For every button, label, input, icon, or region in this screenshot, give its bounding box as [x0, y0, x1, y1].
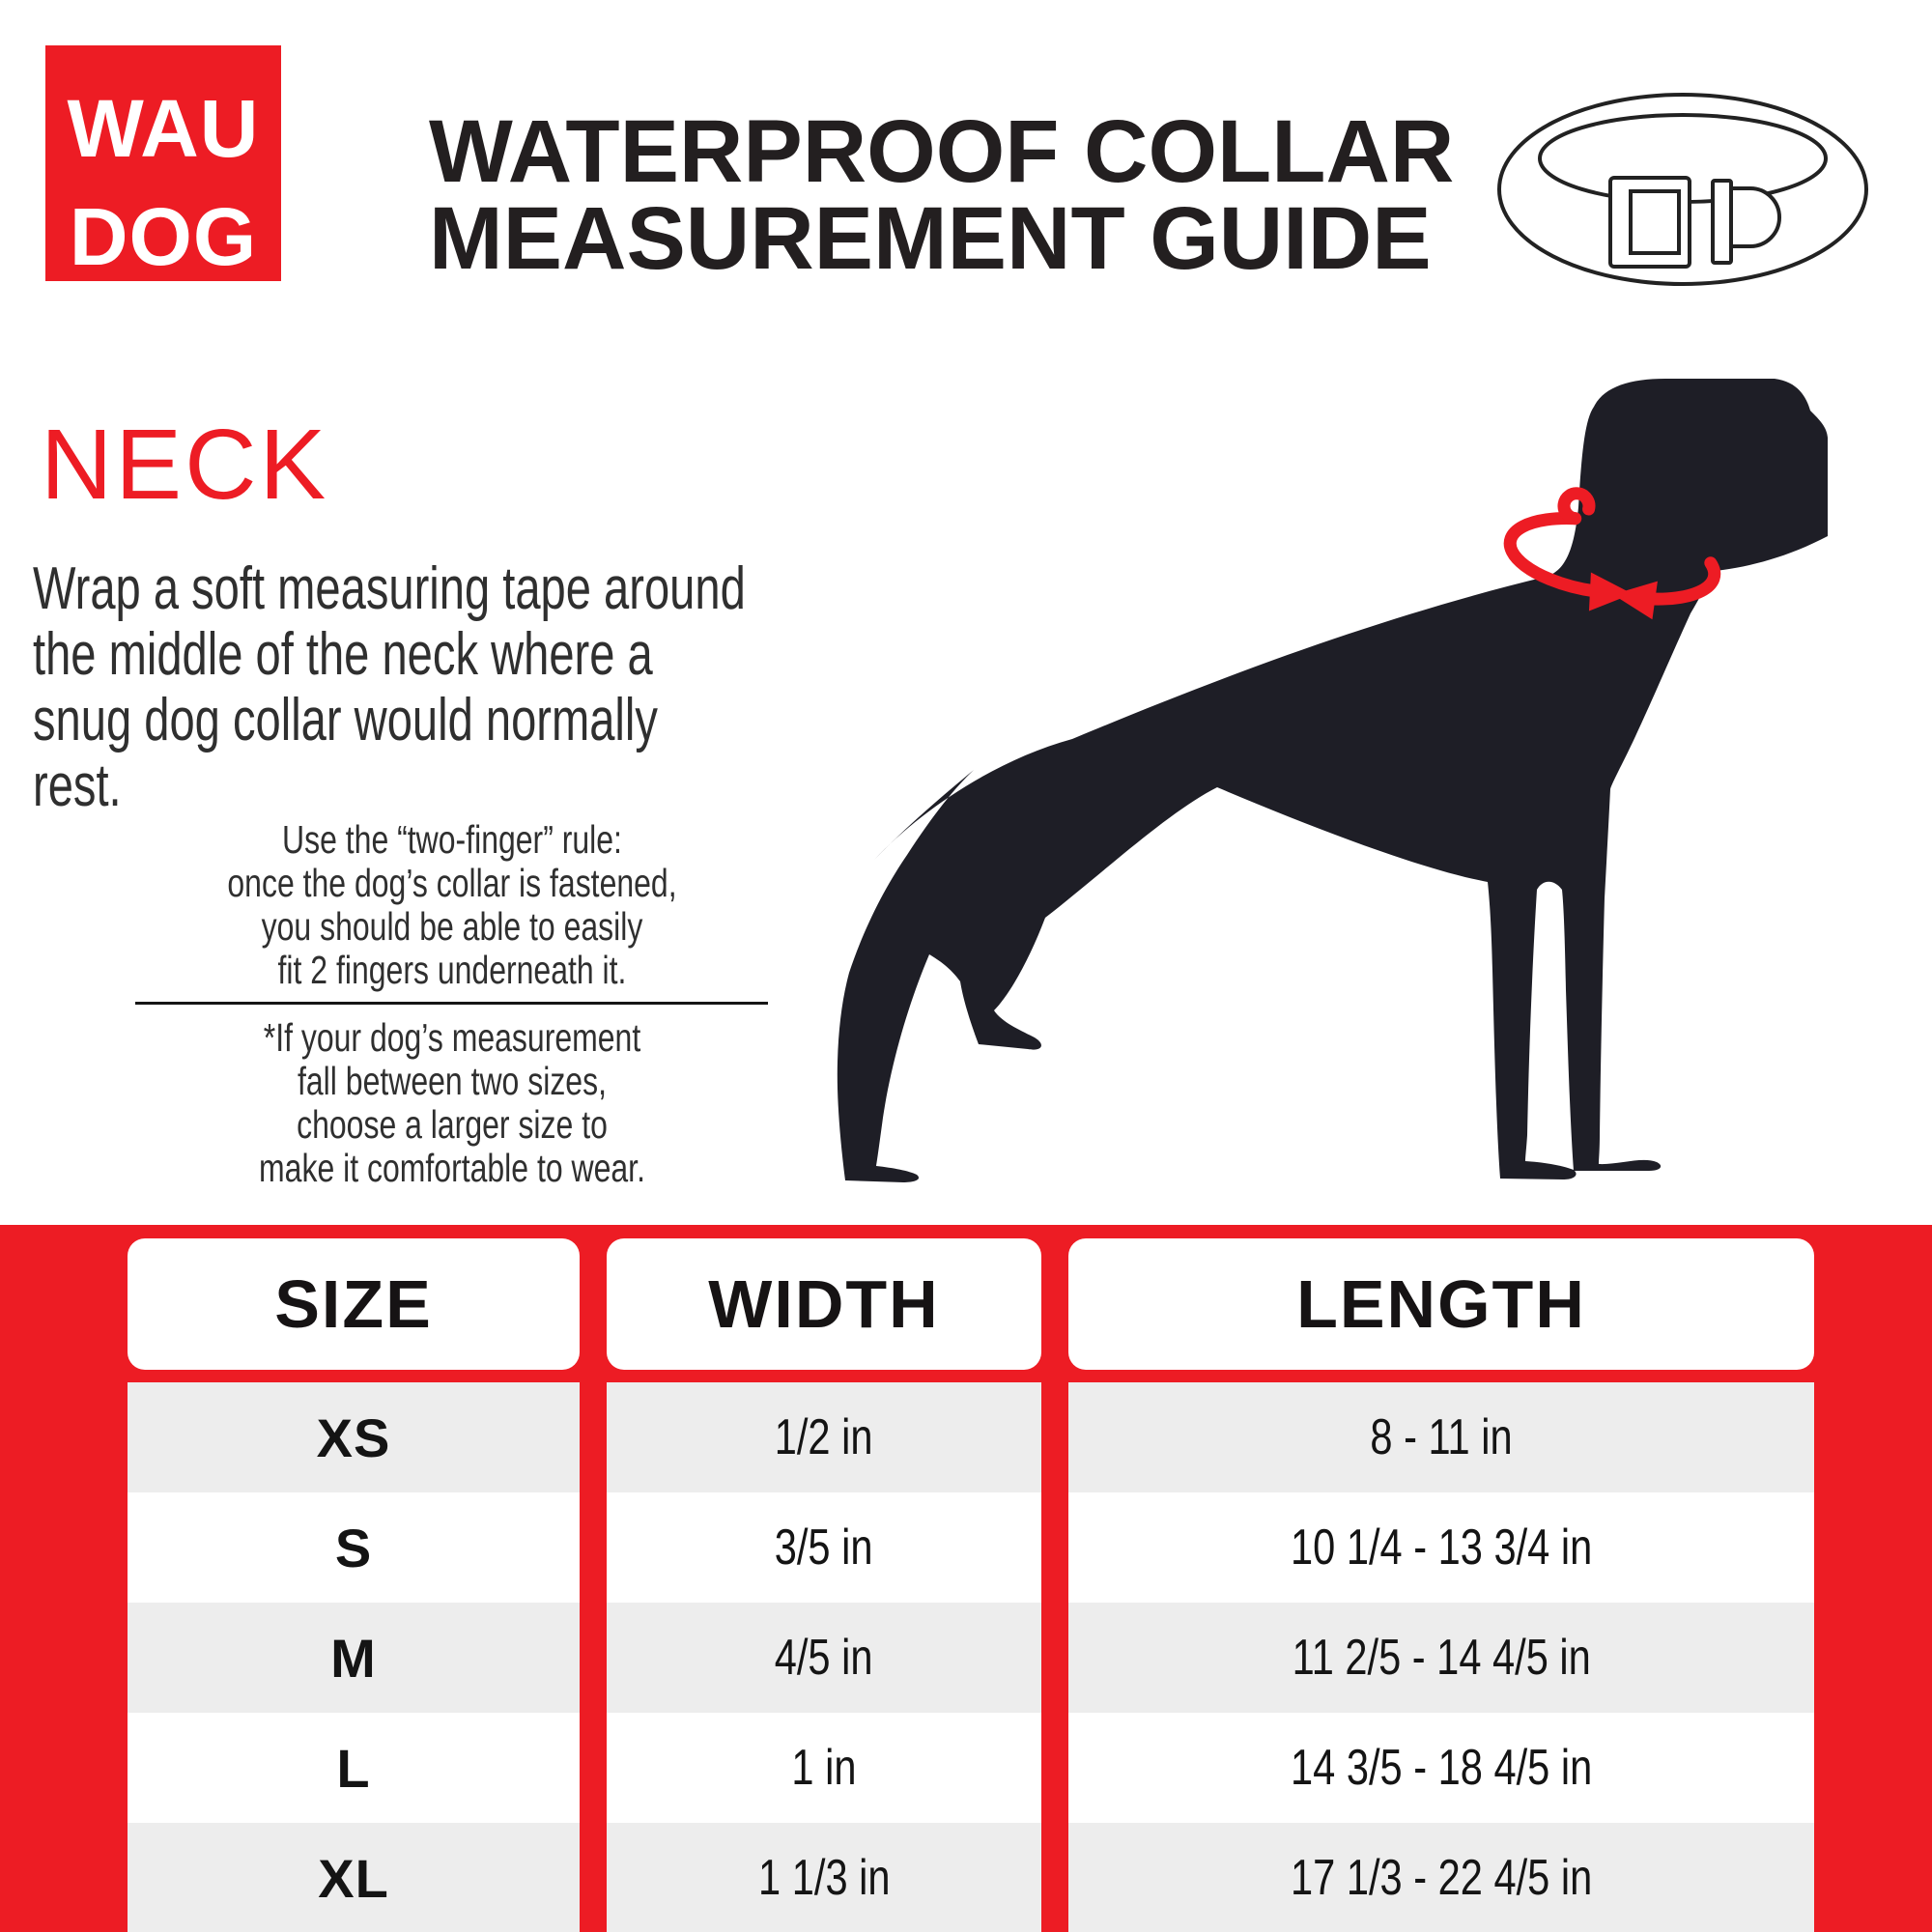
note-line: choose a larger size to — [297, 1102, 608, 1147]
neck-measure-arrow-icon — [1503, 487, 1721, 620]
two-finger-rule-note: Use the “two-finger” rule: once the dog’… — [135, 818, 769, 992]
buckle-window — [1629, 189, 1681, 255]
size-table-header-row: SIZE WIDTH LENGTH — [128, 1238, 1814, 1370]
column-header-width: WIDTH — [607, 1238, 1041, 1370]
tip-line: Use the “two-finger” rule: — [282, 817, 622, 862]
instruction-paragraph: Wrap a soft measuring tape around the mi… — [33, 556, 746, 819]
length-cell: 11 2/5 - 14 4/5 in — [1068, 1603, 1814, 1713]
dog-body-path — [837, 379, 1828, 1182]
note-line: fall between two sizes, — [298, 1059, 607, 1103]
table-row-m: M 4/5 in 11 2/5 - 14 4/5 in — [128, 1603, 1814, 1713]
size-cell: XS — [128, 1382, 580, 1492]
size-table: SIZE WIDTH LENGTH XS 1/2 in 8 - 11 in S … — [0, 1225, 1932, 1932]
size-between-note: *If your dog’s measurement fall between … — [135, 1016, 769, 1190]
waudog-logo: WAU DOG — [45, 45, 281, 282]
logo-line-wau: WAU — [67, 83, 260, 174]
paragraph-line: Wrap a soft measuring tape around — [33, 555, 746, 622]
title-line-2: MEASUREMENT GUIDE — [429, 189, 1432, 288]
note-line: *If your dog’s measurement — [263, 1015, 641, 1060]
column-header-length: LENGTH — [1068, 1238, 1814, 1370]
column-header-size: SIZE — [128, 1238, 580, 1370]
length-cell: 10 1/4 - 13 3/4 in — [1068, 1492, 1814, 1603]
width-cell: 1 1/3 in — [607, 1823, 1041, 1932]
divider-line — [135, 1002, 768, 1005]
length-cell: 8 - 11 in — [1068, 1382, 1814, 1492]
page-title: WATERPROOF COLLAR MEASUREMENT GUIDE — [429, 102, 1455, 288]
size-table-body: XS 1/2 in 8 - 11 in S 3/5 in 10 1/4 - 13… — [128, 1382, 1932, 1932]
length-cell: 17 1/3 - 22 4/5 in — [1068, 1823, 1814, 1932]
note-line: make it comfortable to wear. — [259, 1146, 645, 1190]
table-row-s: S 3/5 in 10 1/4 - 13 3/4 in — [128, 1492, 1814, 1603]
collar-keeper — [1711, 179, 1733, 265]
paragraph-line: snug dog collar would normally — [33, 687, 658, 753]
table-row-xs: XS 1/2 in 8 - 11 in — [128, 1382, 1814, 1492]
width-cell: 1 in — [607, 1713, 1041, 1823]
paragraph-line: rest. — [33, 753, 122, 819]
collar-strap-end — [1729, 186, 1781, 248]
title-line-1: WATERPROOF COLLAR — [429, 102, 1455, 201]
tip-line: fit 2 fingers underneath it. — [277, 948, 627, 992]
collar-icon — [1497, 93, 1868, 286]
width-cell: 4/5 in — [607, 1603, 1041, 1713]
size-cell: M — [128, 1603, 580, 1713]
tip-line: you should be able to easily — [261, 904, 643, 949]
size-cell: S — [128, 1492, 580, 1603]
table-row-xl: XL 1 1/3 in 17 1/3 - 22 4/5 in — [128, 1823, 1814, 1932]
logo-line-dog: DOG — [69, 191, 258, 282]
paragraph-line: the middle of the neck where a — [33, 621, 653, 688]
dog-silhouette — [837, 379, 1828, 1182]
size-cell: XL — [128, 1823, 580, 1932]
length-cell: 14 3/5 - 18 4/5 in — [1068, 1713, 1814, 1823]
tip-line: once the dog’s collar is fastened, — [227, 861, 677, 905]
section-heading-neck: NECK — [41, 409, 329, 520]
size-cell: L — [128, 1713, 580, 1823]
width-cell: 3/5 in — [607, 1492, 1041, 1603]
width-cell: 1/2 in — [607, 1382, 1041, 1492]
table-row-l: L 1 in 14 3/5 - 18 4/5 in — [128, 1713, 1814, 1823]
